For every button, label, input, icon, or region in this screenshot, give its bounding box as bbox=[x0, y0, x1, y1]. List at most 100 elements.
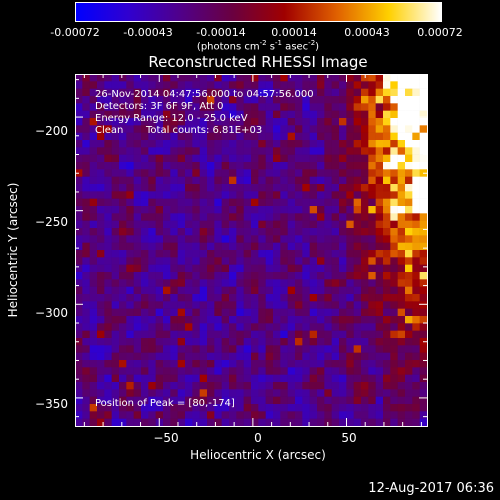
heatmap-cell bbox=[221, 279, 230, 287]
heatmap-cell bbox=[177, 74, 186, 82]
heatmap-cell bbox=[251, 374, 259, 383]
heatmap-cell bbox=[361, 272, 369, 280]
heatmap-cell bbox=[317, 132, 325, 141]
heatmap-cell bbox=[397, 294, 406, 302]
heatmap-cell bbox=[104, 396, 112, 405]
heatmap-cell bbox=[111, 360, 120, 368]
heatmap-cell bbox=[170, 169, 178, 177]
heatmap-cell bbox=[280, 367, 288, 375]
heatmap-cell bbox=[155, 389, 164, 397]
heatmap-cell bbox=[82, 242, 90, 251]
heatmap-cell bbox=[353, 198, 362, 207]
heatmap-cell bbox=[331, 345, 340, 353]
heatmap-cell bbox=[405, 272, 413, 280]
heatmap-cell bbox=[309, 184, 318, 192]
heatmap-cell bbox=[170, 74, 178, 82]
heatmap-cell bbox=[390, 338, 398, 346]
heatmap-cell bbox=[339, 176, 347, 185]
heatmap-cell bbox=[383, 81, 391, 89]
heatmap-cell bbox=[243, 418, 252, 426]
heatmap-cell bbox=[317, 250, 325, 258]
heatmap-cell bbox=[207, 264, 215, 273]
heatmap-cell bbox=[192, 338, 200, 346]
heatmap-cell bbox=[141, 103, 149, 111]
heatmap-cell bbox=[265, 279, 274, 287]
heatmap-cell bbox=[199, 257, 208, 265]
heatmap-cell bbox=[287, 360, 296, 368]
heatmap-cell bbox=[295, 81, 303, 89]
heatmap-cell bbox=[229, 294, 237, 302]
heatmap-cell bbox=[273, 286, 281, 295]
heatmap-cell bbox=[309, 147, 318, 155]
heatmap-cell bbox=[155, 110, 164, 119]
heatmap-cell bbox=[170, 206, 178, 214]
heatmap-cell bbox=[89, 323, 98, 331]
heatmap-cell bbox=[265, 411, 274, 419]
heatmap-cell bbox=[353, 411, 362, 419]
heatmap-cell bbox=[375, 294, 384, 302]
heatmap-cell bbox=[368, 162, 376, 170]
heatmap-cell bbox=[280, 411, 288, 419]
heatmap-cell bbox=[119, 389, 127, 397]
heatmap-cell bbox=[265, 169, 274, 177]
heatmap-cell bbox=[368, 140, 376, 148]
heatmap-cell bbox=[258, 162, 266, 170]
heatmap-cell bbox=[185, 96, 193, 104]
heatmap-cell bbox=[82, 125, 90, 133]
heatmap-cell bbox=[317, 396, 325, 405]
heatmap-cell bbox=[251, 147, 259, 155]
heatmap-cell bbox=[368, 235, 376, 243]
heatmap-cell bbox=[214, 345, 222, 353]
heatmap-cell bbox=[229, 110, 237, 119]
heatmap-cell bbox=[258, 308, 266, 317]
heatmap-cell bbox=[368, 389, 376, 397]
heatmap-cell bbox=[207, 103, 215, 111]
heatmap-cell bbox=[280, 345, 288, 353]
heatmap-cell bbox=[82, 103, 90, 111]
heatmap-cell bbox=[361, 191, 369, 199]
heatmap-cell bbox=[243, 323, 252, 331]
heatmap-cell bbox=[368, 345, 376, 353]
heatmap-cell bbox=[155, 103, 164, 111]
heatmap-cell bbox=[295, 220, 303, 229]
heatmap-cell bbox=[397, 242, 406, 251]
heatmap-cell bbox=[89, 162, 98, 170]
heatmap-cell bbox=[82, 198, 90, 207]
heatmap-cell bbox=[309, 338, 318, 346]
heatmap-cell bbox=[243, 147, 252, 155]
heatmap-cell bbox=[177, 162, 186, 170]
heatmap-cell bbox=[207, 154, 215, 163]
heatmap-cell bbox=[133, 257, 142, 265]
heatmap-cell bbox=[104, 125, 112, 133]
heatmap-cell bbox=[412, 382, 420, 390]
heatmap-cell bbox=[383, 316, 391, 324]
heatmap-cell bbox=[75, 228, 83, 236]
heatmap-cell bbox=[177, 411, 186, 419]
heatmap-cell bbox=[207, 316, 215, 324]
heatmap-cell bbox=[236, 191, 244, 199]
heatmap-cell bbox=[390, 96, 398, 104]
heatmap-cell bbox=[199, 330, 208, 339]
heatmap-cell bbox=[368, 294, 376, 302]
heatmap-cell bbox=[192, 404, 200, 412]
heatmap-cell bbox=[104, 250, 112, 258]
heatmap-cell bbox=[199, 411, 208, 419]
heatmap-cell bbox=[273, 352, 281, 361]
heatmap-cell bbox=[119, 198, 127, 207]
heatmap-cell bbox=[273, 81, 281, 89]
heatmap-cell bbox=[339, 132, 347, 141]
heatmap-cell bbox=[339, 345, 347, 353]
heatmap-cell bbox=[199, 418, 208, 426]
heatmap-cell bbox=[236, 176, 244, 185]
heatmap-cell bbox=[361, 404, 369, 412]
heatmap-cell bbox=[324, 184, 332, 192]
heatmap-cell bbox=[309, 74, 318, 82]
heatmap-cell bbox=[229, 411, 237, 419]
heatmap-cell bbox=[339, 162, 347, 170]
heatmap-cell bbox=[236, 418, 244, 426]
heatmap-cell bbox=[287, 308, 296, 317]
heatmap-cell bbox=[353, 294, 362, 302]
heatmap-cell bbox=[383, 345, 391, 353]
heatmap-cell bbox=[243, 176, 252, 185]
heatmap-cell bbox=[236, 228, 244, 236]
